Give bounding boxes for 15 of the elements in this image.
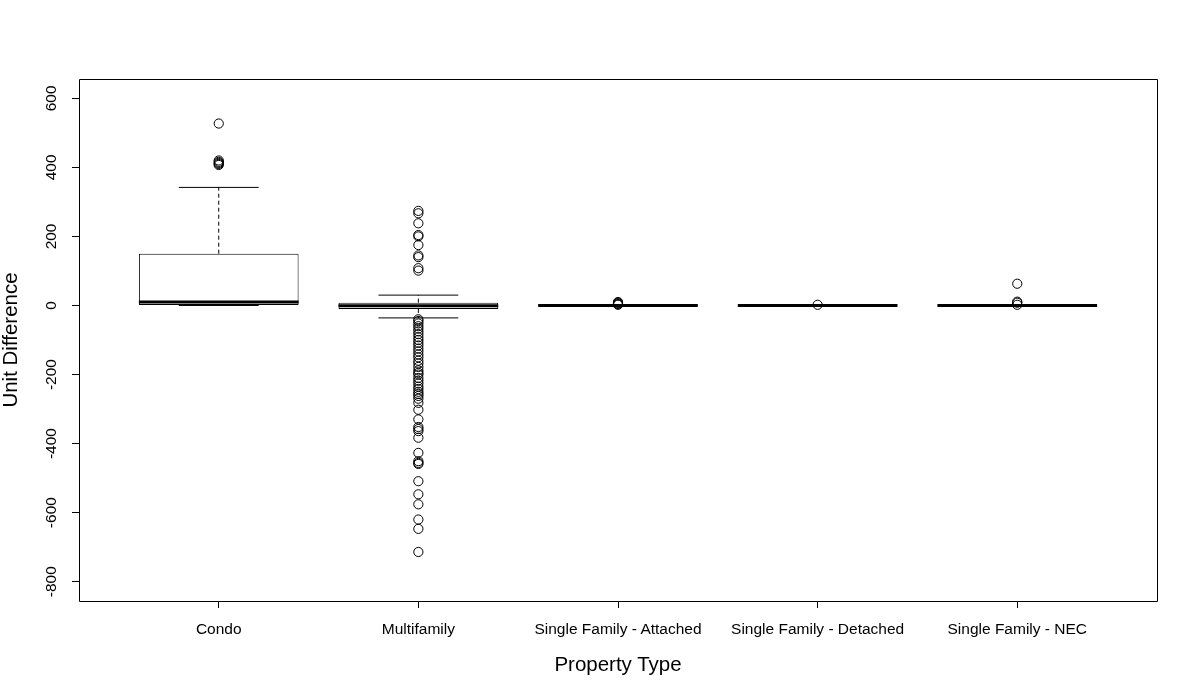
y-tick-label: -800: [41, 565, 59, 598]
y-tick-label: 200: [41, 223, 59, 250]
y-tick-label: -200: [41, 358, 59, 391]
y-tick-label: 600: [41, 85, 59, 112]
x-tick-label: Multifamily: [381, 619, 456, 637]
x-tick-label: Single Family - NEC: [947, 619, 1088, 637]
y-axis-title: Unit Difference: [0, 272, 21, 408]
y-tick-label: 400: [41, 154, 59, 181]
x-tick-label: Condo: [195, 619, 242, 637]
x-tick-label: Single Family - Detached: [731, 619, 905, 637]
x-tick-label: Single Family - Attached: [534, 619, 702, 637]
y-tick-label: -400: [41, 427, 59, 460]
y-tick-label: 0: [41, 300, 59, 310]
y-tick-label: -600: [41, 496, 59, 529]
x-axis-title: Property Type: [554, 652, 682, 676]
